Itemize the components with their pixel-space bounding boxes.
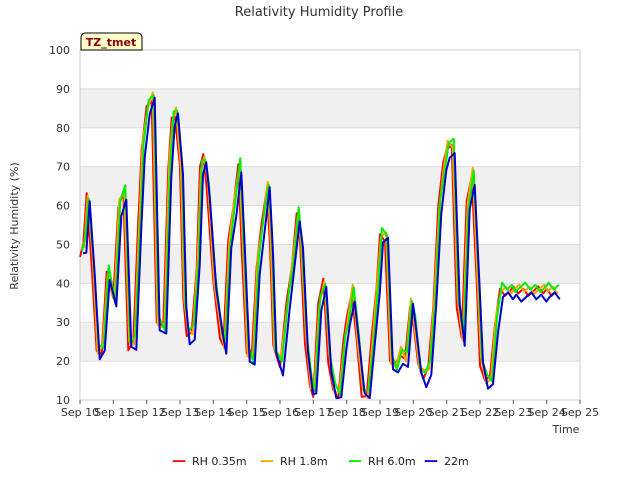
y-tick-label: 90 — [56, 83, 70, 96]
x-axis-title: Time — [552, 423, 580, 436]
x-tick-label: Sep 25 — [561, 406, 599, 419]
x-tick-label: Sep 12 — [128, 406, 166, 419]
x-tick-label: Sep 16 — [261, 406, 299, 419]
x-tick-label: Sep 10 — [61, 406, 99, 419]
y-tick-label: 30 — [56, 316, 70, 329]
x-tick-label: Sep 22 — [461, 406, 499, 419]
x-tick-label: Sep 11 — [94, 406, 132, 419]
grid-band — [80, 244, 580, 284]
y-axis-title: Relativity Humidity (%) — [8, 162, 21, 289]
series-group — [79, 91, 561, 400]
x-tick-label: Sep 17 — [294, 406, 332, 419]
x-tick-label: Sep 18 — [328, 406, 366, 419]
x-tick-label: Sep 21 — [428, 406, 466, 419]
site-label: TZ_tmet — [86, 36, 136, 49]
legend-swatch: — — [348, 453, 362, 469]
chart-title: Relativity Humidity Profile — [235, 5, 403, 20]
series-line — [82, 96, 561, 400]
x-tick-label: Sep 14 — [194, 406, 232, 419]
legend-label: RH 6.0m — [368, 455, 416, 468]
y-tick-label: 20 — [56, 355, 70, 368]
legend-label: RH 1.8m — [280, 455, 328, 468]
plot-border — [79, 49, 581, 401]
x-tick-label: Sep 23 — [494, 406, 532, 419]
grid-band — [80, 166, 580, 206]
y-axis: 10 20 30 40 50 60 70 80 90 100 — [49, 44, 70, 407]
y-tick-label: 10 — [56, 394, 70, 407]
legend-label: 22m — [444, 455, 469, 468]
x-tick-label: Sep 19 — [361, 406, 399, 419]
legend: — RH 0.35m — RH 1.8m — RH 6.0m — 22m — [172, 453, 469, 469]
grid-band — [80, 88, 580, 128]
legend-swatch: — — [260, 453, 274, 469]
site-badge: TZ_tmet — [80, 32, 143, 51]
x-tick-label: Sep 24 — [528, 406, 566, 419]
x-tick-label: Sep 13 — [161, 406, 199, 419]
y-tick-label: 50 — [56, 238, 70, 251]
legend-label: RH 0.35m — [192, 455, 247, 468]
y-tick-label: 60 — [56, 200, 70, 213]
y-tick-label: 80 — [56, 122, 70, 135]
x-tick-label: Sep 15 — [228, 406, 266, 419]
y-tick-label: 100 — [49, 44, 70, 57]
y-tick-label: 70 — [56, 161, 70, 174]
x-tick-label: Sep 20 — [394, 406, 432, 419]
y-tick-label: 40 — [56, 277, 70, 290]
legend-swatch: — — [172, 453, 186, 469]
legend-swatch: — — [424, 453, 438, 469]
